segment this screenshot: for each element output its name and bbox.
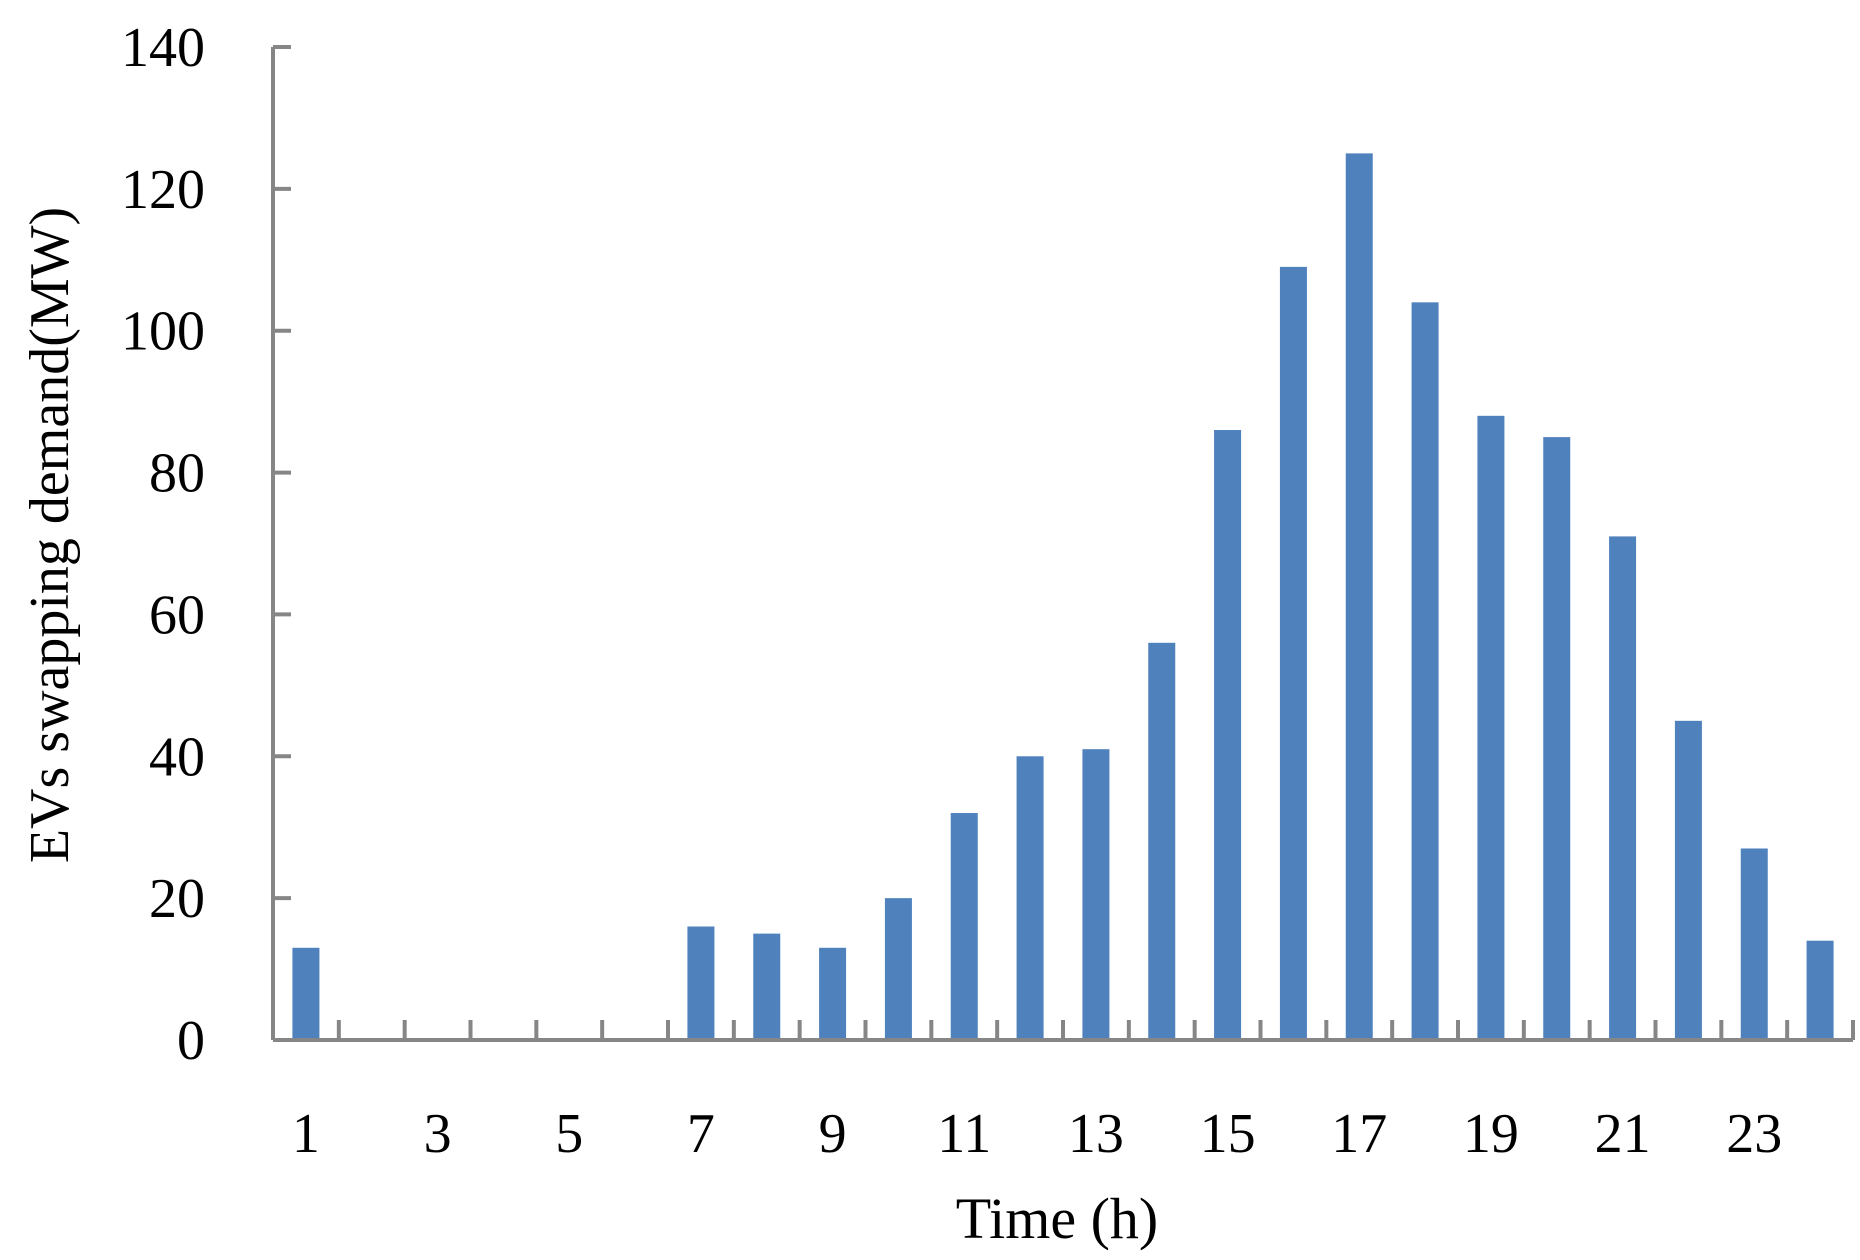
x-tick-label: 1 [292,1103,320,1165]
bar-18 [1411,302,1439,1041]
y-tick-label: 100 [121,301,205,363]
bar-24 [1806,940,1834,1040]
x-tick-label: 23 [1726,1103,1782,1165]
y-tick-label: 80 [149,443,205,505]
bar-9 [819,947,847,1040]
x-tick-label: 19 [1463,1103,1519,1165]
bar-10 [884,898,912,1040]
x-tick-label: 3 [424,1103,452,1165]
x-tick-label: 15 [1200,1103,1256,1165]
x-tick-label: 17 [1331,1103,1387,1165]
x-tick-label: 5 [555,1103,583,1165]
y-tick-label: 40 [149,726,205,788]
bar-16 [1279,266,1307,1040]
x-tick-label: 7 [687,1103,715,1165]
bar-12 [1016,756,1044,1040]
bar-7 [687,926,715,1040]
bar-11 [950,813,978,1040]
y-tick-label: 120 [121,159,205,221]
bar-22 [1674,720,1702,1040]
bar-20 [1543,437,1571,1040]
bar-21 [1609,536,1637,1040]
bar-1 [292,947,320,1040]
bar-19 [1477,415,1505,1041]
x-tick-label: 21 [1595,1103,1651,1165]
x-tick-label: 11 [937,1103,991,1165]
bar-13 [1082,749,1110,1040]
bar-17 [1345,153,1373,1040]
axes-layer [271,45,1855,1042]
x-tick-label: 9 [819,1103,847,1165]
x-axis-title: Time (h) [956,1186,1159,1251]
bar-8 [753,933,781,1040]
bars-layer [292,153,1834,1041]
bar-15 [1214,430,1242,1040]
x-tick-label: 13 [1068,1103,1124,1165]
bar-14 [1148,642,1176,1040]
bar-23 [1740,848,1768,1040]
y-tick-label: 140 [121,17,205,79]
y-axis-title: EVs swapping demand(MW) [19,207,81,863]
y-tick-label: 20 [149,868,205,930]
y-tick-label: 0 [177,1010,205,1072]
y-tick-label: 60 [149,584,205,646]
